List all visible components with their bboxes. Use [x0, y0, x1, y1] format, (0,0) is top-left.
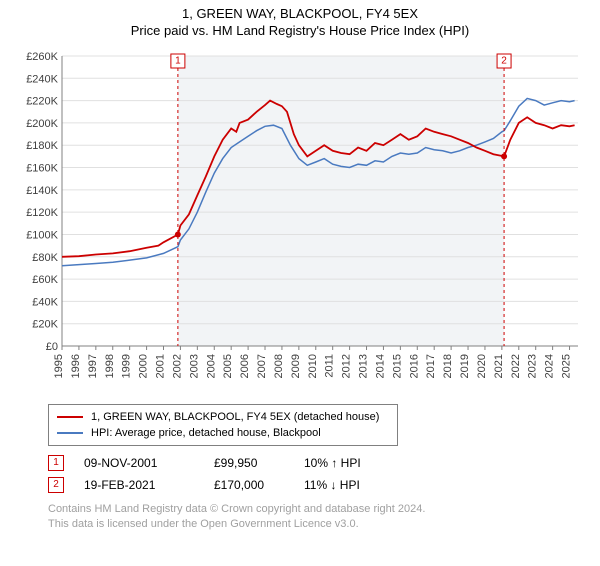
legend: 1, GREEN WAY, BLACKPOOL, FY4 5EX (detach…	[48, 404, 398, 446]
svg-text:2020: 2020	[476, 354, 488, 378]
svg-text:£200K: £200K	[26, 118, 58, 130]
svg-text:2001: 2001	[155, 354, 167, 378]
svg-text:£40K: £40K	[32, 296, 58, 308]
svg-text:£120K: £120K	[26, 207, 58, 219]
sale-marker-badge: 2	[48, 477, 64, 493]
legend-label: 1, GREEN WAY, BLACKPOOL, FY4 5EX (detach…	[91, 411, 379, 423]
svg-text:2003: 2003	[188, 354, 200, 378]
sale-price: £99,950	[214, 456, 304, 470]
sale-price: £170,000	[214, 478, 304, 492]
svg-text:1996: 1996	[70, 354, 82, 378]
svg-text:2012: 2012	[341, 354, 353, 378]
svg-text:£160K: £160K	[26, 163, 58, 175]
svg-text:2017: 2017	[425, 354, 437, 378]
svg-text:£240K: £240K	[26, 73, 58, 85]
sale-date: 09-NOV-2001	[84, 456, 214, 470]
svg-text:2019: 2019	[459, 354, 471, 378]
svg-text:2021: 2021	[493, 354, 505, 378]
sale-date: 19-FEB-2021	[84, 478, 214, 492]
svg-text:1: 1	[175, 56, 181, 67]
footer-line: This data is licensed under the Open Gov…	[48, 518, 359, 530]
legend-swatch	[57, 432, 83, 434]
sale-row: 1 09-NOV-2001 £99,950 10% ↑ HPI	[48, 452, 600, 474]
svg-text:2007: 2007	[256, 354, 268, 378]
sale-delta: 10% ↑ HPI	[304, 456, 384, 470]
svg-text:£220K: £220K	[26, 96, 58, 108]
svg-text:£140K: £140K	[26, 185, 58, 197]
footer-line: Contains HM Land Registry data © Crown c…	[48, 503, 425, 515]
attribution-footer: Contains HM Land Registry data © Crown c…	[48, 502, 558, 532]
sales-table: 1 09-NOV-2001 £99,950 10% ↑ HPI 2 19-FEB…	[48, 452, 600, 496]
svg-text:1998: 1998	[104, 354, 116, 378]
line-chart-svg: £0 £20K £40K £60K £80K £100K £120K £140K £160K £1…	[18, 46, 588, 396]
sale-marker-badge: 1	[48, 455, 64, 471]
svg-text:£0: £0	[46, 341, 58, 353]
legend-item: 1, GREEN WAY, BLACKPOOL, FY4 5EX (detach…	[57, 409, 389, 425]
svg-text:2010: 2010	[307, 354, 319, 378]
svg-text:2025: 2025	[561, 354, 573, 378]
legend-swatch	[57, 416, 83, 418]
svg-text:2: 2	[501, 56, 507, 67]
legend-item: HPI: Average price, detached house, Blac…	[57, 425, 389, 441]
svg-text:£60K: £60K	[32, 274, 58, 286]
svg-text:2000: 2000	[138, 354, 150, 378]
chart-title: 1, GREEN WAY, BLACKPOOL, FY4 5EX	[0, 6, 600, 21]
svg-text:2023: 2023	[527, 354, 539, 378]
chart-plot-area: £0 £20K £40K £60K £80K £100K £120K £140K £160K £1…	[18, 46, 588, 396]
svg-text:1995: 1995	[53, 354, 65, 378]
svg-text:2008: 2008	[273, 354, 285, 378]
sale-delta: 11% ↓ HPI	[304, 478, 384, 492]
svg-text:2016: 2016	[408, 354, 420, 378]
svg-text:2004: 2004	[205, 354, 217, 378]
svg-text:1999: 1999	[121, 354, 133, 378]
svg-text:1997: 1997	[87, 354, 99, 378]
svg-text:2006: 2006	[239, 354, 251, 378]
sale-row: 2 19-FEB-2021 £170,000 11% ↓ HPI	[48, 474, 600, 496]
svg-text:£260K: £260K	[26, 51, 58, 63]
svg-text:2009: 2009	[290, 354, 302, 378]
svg-text:2005: 2005	[222, 354, 234, 378]
legend-label: HPI: Average price, detached house, Blac…	[91, 427, 321, 439]
svg-text:2022: 2022	[510, 354, 522, 378]
svg-text:2015: 2015	[391, 354, 403, 378]
svg-text:2014: 2014	[374, 354, 386, 378]
svg-text:2013: 2013	[358, 354, 370, 378]
svg-text:£100K: £100K	[26, 229, 58, 241]
svg-text:2002: 2002	[171, 354, 183, 378]
svg-text:£80K: £80K	[32, 252, 58, 264]
chart-subtitle: Price paid vs. HM Land Registry's House …	[0, 23, 600, 38]
svg-text:2024: 2024	[544, 354, 556, 378]
svg-text:£20K: £20K	[32, 319, 58, 331]
svg-text:2018: 2018	[442, 354, 454, 378]
svg-text:2011: 2011	[324, 354, 336, 378]
chart-container: 1, GREEN WAY, BLACKPOOL, FY4 5EX Price p…	[0, 6, 600, 566]
svg-text:£180K: £180K	[26, 140, 58, 152]
